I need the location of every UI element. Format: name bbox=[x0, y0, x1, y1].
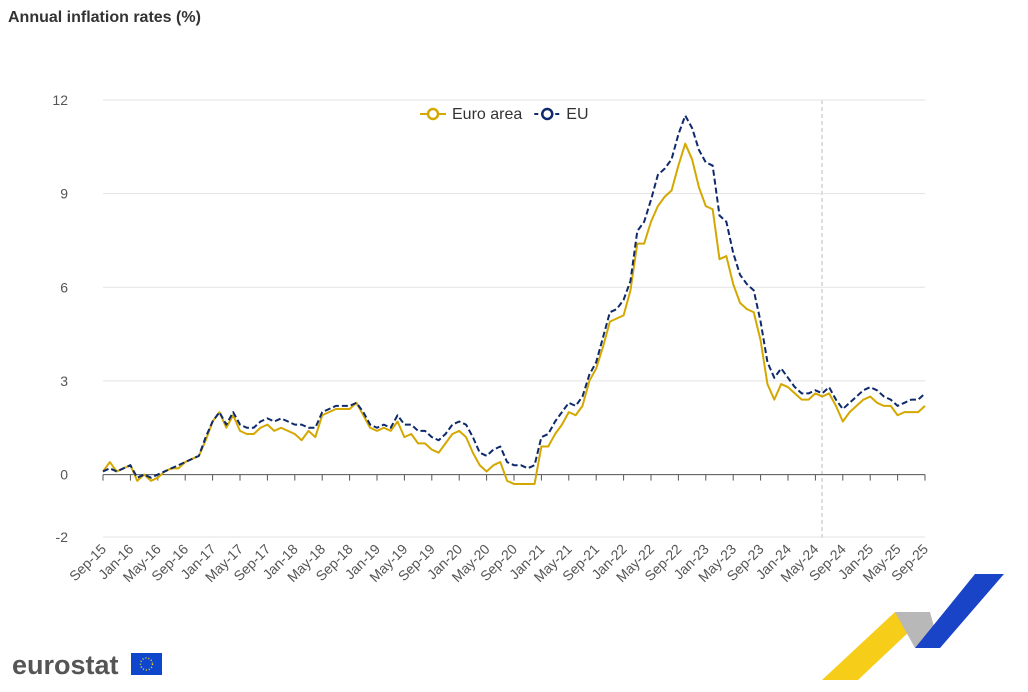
y-tick-label: 0 bbox=[60, 467, 68, 483]
legend: Euro area EU bbox=[420, 106, 589, 123]
y-tick-label: 12 bbox=[52, 92, 68, 108]
eu-stars bbox=[139, 657, 154, 671]
deco-blue bbox=[915, 574, 1004, 648]
legend-marker bbox=[541, 107, 554, 121]
y-tick-label: -2 bbox=[56, 529, 69, 545]
series-line bbox=[102, 142, 926, 485]
legend-marker bbox=[426, 107, 440, 121]
legend-label: EU bbox=[566, 106, 588, 123]
legend-label: Euro area bbox=[452, 106, 522, 123]
deco-yellow bbox=[822, 612, 930, 680]
logo-text: eurostat bbox=[12, 650, 119, 680]
y-tick-label: 6 bbox=[60, 279, 68, 295]
y-tick-label: 9 bbox=[60, 186, 68, 202]
y-tick-label: 3 bbox=[60, 373, 68, 389]
chart-title: Annual inflation rates (%) bbox=[8, 9, 201, 26]
series-line bbox=[102, 114, 926, 479]
eu-flag bbox=[131, 653, 162, 675]
